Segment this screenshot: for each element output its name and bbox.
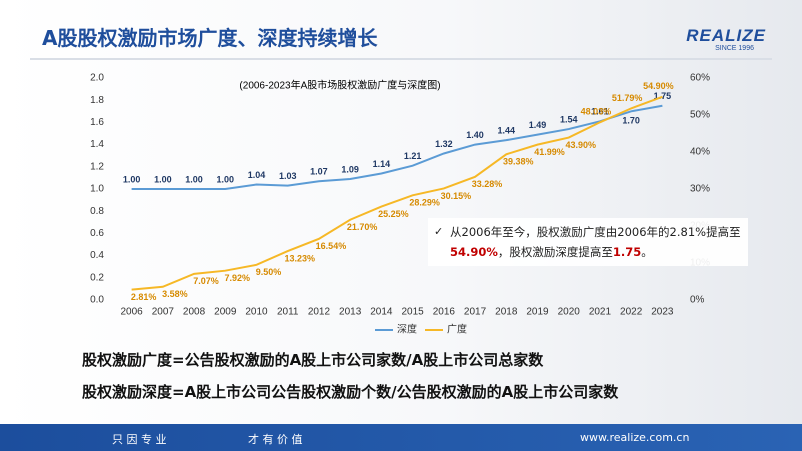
annotation: ✓ 从2006年至今，股权激励广度由2006年的2.81%提高至 54.90%，股… [428,218,748,266]
data-label: 13.23% [284,253,315,263]
legend-label: 深度 [397,323,417,336]
chart: (2006-2023年A股市场股权激励广度与深度图) 0.0 0.2 0.4 0.6 0… [90,73,710,336]
x-tick-label: 2007 [152,307,175,318]
data-label: 1.75 [654,91,672,101]
data-label: 3.58% [162,289,188,299]
y2-tick-label: 60% [690,73,710,84]
x-tick-label: 2018 [495,307,518,318]
data-label: 1.14 [373,159,391,169]
y-tick-label: 1.2 [90,161,104,172]
data-label: 25.25% [378,209,409,219]
y-tick-label: 1.8 [90,95,104,106]
y-tick-label: 0.4 [90,250,104,261]
y-tick-label: 0.0 [90,295,104,306]
x-tick-label: 2021 [589,307,612,318]
data-label: 21.70% [347,222,378,232]
definition: 股权激励深度=A股上市公司公告股权激励个数/公告股权激励的A股上市公司家数 [82,383,619,401]
x-tick-label: 2013 [339,307,362,318]
data-label: 54.90% [643,81,674,91]
y-tick-label: 0.2 [90,272,104,283]
data-label: 1.04 [248,170,266,180]
annotation-text: ，股权激励深度提高至 [497,245,613,259]
data-label: 28.29% [409,198,440,208]
x-tick-label: 2014 [370,307,393,318]
x-tick-label: 2019 [526,307,549,318]
slogan: 只 因 专 业 [112,433,167,446]
chart-subtitle: (2006-2023年A股市场股权激励广度与深度图) [239,79,440,92]
header-rule [30,58,772,60]
data-label: 1.44 [498,126,516,136]
y2-tick-label: 0% [690,295,705,306]
x-tick-label: 2006 [120,307,143,318]
data-label: 1.49 [529,120,547,130]
annotation-text: 从2006年至今，股权激励广度由2006年的2.81%提高至 [450,225,741,239]
x-tick-label: 2011 [277,307,299,318]
x-tick-label: 2010 [245,307,268,318]
data-label: 7.92% [225,273,251,283]
annotation-highlight: 54.90% [450,245,498,259]
slide-title: A股股权激励市场广度、深度持续增长 [42,26,378,50]
check-icon: ✓ [434,225,444,238]
data-label: 41.99% [534,147,565,157]
data-label: 1.61 [591,107,609,117]
x-tick-label: 2023 [651,307,674,318]
line [131,104,663,190]
data-label: 7.07% [193,276,219,286]
data-label: 1.00 [154,174,172,184]
data-label: 1.21 [404,151,422,161]
annotation-highlight: 1.75 [612,245,642,259]
definition: 股权激励广度=公告股权激励的A股上市公司家数/A股上市公司总家数 [82,351,544,369]
y-tick-label: 1.4 [90,139,104,150]
data-label: 1.09 [341,164,359,174]
data-label: 48.03% [581,107,612,117]
legend-label: 广度 [447,323,467,336]
y-tick-label: 1.6 [90,117,104,128]
x-tick-label: 2020 [558,307,581,318]
data-label: 9.50% [256,267,282,277]
x-tick-label: 2008 [183,307,206,318]
y-tick-label: 1.0 [90,184,104,195]
y-tick-label: 2.0 [90,73,104,84]
data-label: 30.15% [441,191,472,201]
data-label: 51.79% [612,93,643,103]
data-label: 2.81% [131,292,157,302]
x-tick-label: 2009 [214,307,237,318]
annotation-text: 。 [641,245,653,259]
y-tick-label: 0.6 [90,228,104,239]
data-label: 1.03 [279,171,297,181]
data-label: 16.54% [316,241,347,251]
footer-url: www.realize.com.cn [580,431,690,444]
logo-since: SINCE 1996 [715,45,754,52]
x-tick-label: 2016 [433,307,456,318]
data-label: 39.38% [503,157,534,167]
x-tick-label: 2015 [401,307,424,318]
x-tick-label: 2022 [620,307,643,318]
y2-tick-label: 50% [690,110,710,121]
x-tick-label: 2012 [308,307,331,318]
data-label: 1.70 [622,116,640,126]
data-label: 1.40 [466,130,484,140]
data-label: 43.90% [565,140,596,150]
data-label: 1.00 [123,174,141,184]
data-label: 1.32 [435,139,453,149]
x-tick-label: 2017 [464,307,487,318]
y2-tick-label: 30% [690,184,710,195]
y2-tick-label: 40% [690,147,710,158]
data-label: 1.54 [560,114,578,124]
data-label: 1.00 [217,174,235,184]
data-label: 33.28% [472,179,503,189]
footer: 只 因 专 业 才 有 价 值 www.realize.com.cn [0,424,802,451]
data-label: 1.00 [185,174,203,184]
slogan: 才 有 价 值 [248,433,303,446]
line [131,95,663,291]
logo: REALIZE [686,26,766,45]
data-label: 1.07 [310,167,328,177]
y-tick-label: 0.8 [90,206,104,217]
